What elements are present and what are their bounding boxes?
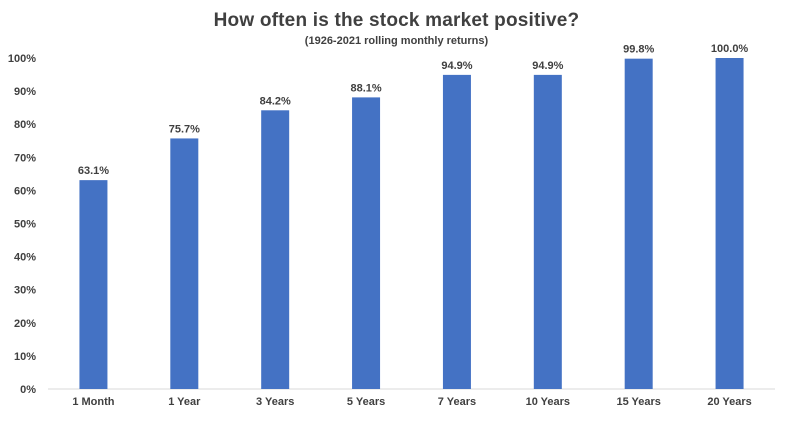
- y-tick-label: 50%: [14, 219, 36, 231]
- y-tick-label: 40%: [14, 252, 36, 264]
- y-tick-label: 60%: [14, 185, 36, 197]
- y-tick-label: 80%: [14, 119, 36, 131]
- bar-3-years: [261, 110, 290, 389]
- data-label: 100.0%: [711, 43, 749, 55]
- y-tick-label: 90%: [14, 86, 36, 98]
- x-tick-label: 10 Years: [526, 396, 570, 408]
- axis-layer: 0% 10% 20% 30% 40% 50% 60% 70% 80% 90% 100%: [8, 53, 775, 396]
- x-tick-label: 3 Years: [256, 396, 294, 408]
- data-label: 84.2%: [260, 95, 291, 107]
- bar-layer: [79, 58, 744, 390]
- bar-7-years: [442, 74, 471, 390]
- bar-20-years: [715, 58, 744, 389]
- data-label: 94.9%: [441, 60, 472, 72]
- x-tick-label: 15 Years: [616, 396, 660, 408]
- bar-10-years: [533, 74, 562, 390]
- label-layer: 63.1% 1 Month 75.7% 1 Year 84.2% 3 Years 88.1%…: [72, 43, 751, 408]
- y-tick-label: 20%: [14, 318, 36, 330]
- y-tick-label: 0%: [20, 384, 36, 396]
- x-tick-label: 7 Years: [438, 396, 476, 408]
- y-tick-label: 10%: [14, 351, 36, 363]
- y-tick-label: 100%: [8, 53, 36, 65]
- y-tick-label: 30%: [14, 285, 36, 297]
- bar-15-years: [624, 58, 653, 390]
- data-label: 75.7%: [169, 123, 200, 135]
- y-tick-label: 70%: [14, 152, 36, 164]
- chart-title: How often is the stock market positive?: [213, 10, 580, 31]
- x-tick-label: 20 Years: [707, 396, 751, 408]
- x-tick-label: 5 Years: [347, 396, 385, 408]
- bar-1-month: [79, 180, 108, 389]
- chart-subtitle: (1926-2021 rolling monthly returns): [304, 35, 489, 47]
- x-tick-label: 1 Year: [168, 396, 201, 408]
- x-tick-label: 1 Month: [72, 396, 114, 408]
- bar-5-years: [352, 97, 381, 389]
- bar-1-year: [170, 138, 199, 389]
- data-label: 63.1%: [78, 165, 109, 177]
- data-label: 99.8%: [623, 44, 654, 56]
- data-label: 94.9%: [532, 60, 563, 72]
- data-label: 88.1%: [350, 82, 381, 94]
